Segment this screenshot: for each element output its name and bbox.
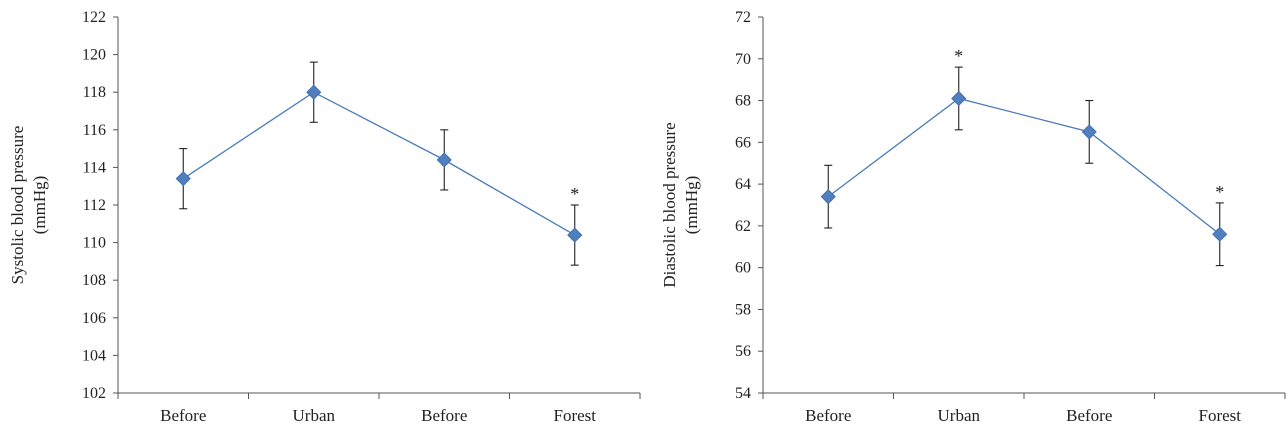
x-tick-label: Urban xyxy=(938,406,981,425)
y-axis-label-line: Systolic blood pressure xyxy=(8,126,27,285)
diastolic-chart: 54 56 58 60 62 64 66 68 70 72 Before Urban Before For… xyxy=(660,9,1286,425)
y-tick-label: 70 xyxy=(735,51,751,68)
series-line xyxy=(182,91,576,236)
y-axis-label-line: Diastolic blood pressure xyxy=(660,122,679,287)
data-point xyxy=(1081,124,1097,140)
data-point xyxy=(306,84,322,100)
x-tick-label: Forest xyxy=(1199,406,1242,425)
systolic-chart: 102 104 106 108 110 112 114 116 118 120 122 Before U… xyxy=(8,9,641,425)
y-tick-label: 54 xyxy=(735,385,751,402)
series-line xyxy=(827,97,1221,235)
y-tick-label: 104 xyxy=(82,347,106,364)
data-point xyxy=(567,227,583,243)
data-point xyxy=(175,171,191,187)
y-tick-label: 102 xyxy=(82,385,106,402)
data-point xyxy=(820,189,836,205)
y-tick-label: 118 xyxy=(83,84,106,101)
y-tick-label: 56 xyxy=(735,343,751,360)
x-tick-label: Forest xyxy=(554,406,597,425)
data-point xyxy=(436,152,452,168)
x-tick-label: Before xyxy=(421,406,467,425)
y-tick-label: 72 xyxy=(735,9,751,26)
y-tick-label: 116 xyxy=(83,122,106,139)
y-tick-label: 108 xyxy=(82,272,106,289)
y-tick-label: 66 xyxy=(735,134,751,151)
y-axis-label-line: (mmHg) xyxy=(30,176,49,235)
significance-marker: * xyxy=(1215,182,1224,202)
data-point xyxy=(951,90,967,107)
x-tick-label: Urban xyxy=(293,406,336,425)
y-tick-label: 114 xyxy=(83,159,106,176)
y-axis-label: Systolic blood pressure (mmHg) xyxy=(8,126,49,285)
y-tick-label: 122 xyxy=(82,9,106,26)
significance-marker: * xyxy=(954,46,963,66)
data-point xyxy=(1212,226,1228,242)
y-tick-label: 112 xyxy=(83,197,106,214)
y-tick-label: 106 xyxy=(82,310,106,327)
y-tick-label: 110 xyxy=(83,235,106,252)
y-tick-label: 58 xyxy=(735,301,751,318)
y-axis-label: Diastolic blood pressure (mmHg) xyxy=(660,122,701,287)
significance-marker: * xyxy=(570,184,579,204)
x-tick-label: Before xyxy=(160,406,206,425)
y-tick-label: 60 xyxy=(735,260,751,277)
y-tick-label: 68 xyxy=(735,93,751,110)
y-tick-label: 62 xyxy=(735,218,751,235)
y-tick-label: 64 xyxy=(735,176,751,193)
x-tick-label: Before xyxy=(805,406,851,425)
y-axis-label-line: (mmHg) xyxy=(682,176,701,235)
x-tick-label: Before xyxy=(1066,406,1112,425)
y-tick-label: 120 xyxy=(82,47,106,64)
